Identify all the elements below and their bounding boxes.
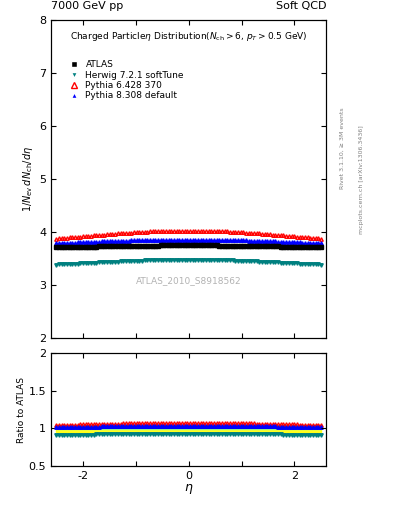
Text: Charged Particle$\eta$ Distribution($N_{\rm ch}>6$, $p_T>0.5$ GeV): Charged Particle$\eta$ Distribution($N_{…	[70, 30, 307, 43]
Y-axis label: Ratio to ATLAS: Ratio to ATLAS	[17, 377, 26, 442]
Legend: ATLAS, Herwig 7.2.1 softTune, Pythia 6.428 370, Pythia 8.308 default: ATLAS, Herwig 7.2.1 softTune, Pythia 6.4…	[61, 57, 187, 104]
Y-axis label: $1/N_{\rm ev}\,dN_{\rm ch}/d\eta$: $1/N_{\rm ev}\,dN_{\rm ch}/d\eta$	[21, 146, 35, 212]
Text: Rivet 3.1.10, ≥ 3M events: Rivet 3.1.10, ≥ 3M events	[340, 108, 344, 189]
Text: 7000 GeV pp: 7000 GeV pp	[51, 1, 123, 11]
Text: mcplots.cern.ch [arXiv:1306.3436]: mcplots.cern.ch [arXiv:1306.3436]	[359, 125, 364, 233]
Text: Soft QCD: Soft QCD	[276, 1, 326, 11]
X-axis label: $\eta$: $\eta$	[184, 482, 193, 496]
Text: ATLAS_2010_S8918562: ATLAS_2010_S8918562	[136, 276, 241, 285]
